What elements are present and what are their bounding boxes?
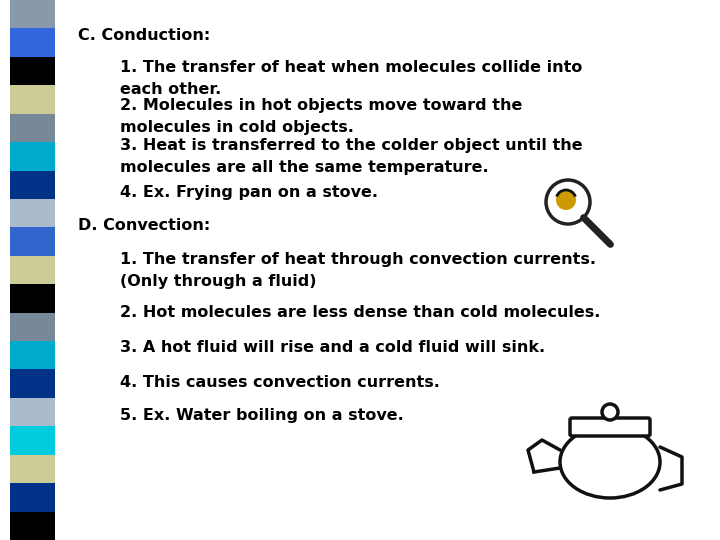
Text: molecules in cold objects.: molecules in cold objects.	[120, 120, 354, 135]
Bar	[10, 256, 55, 284]
FancyBboxPatch shape	[570, 418, 650, 436]
Text: 5. Ex. Water boiling on a stove.: 5. Ex. Water boiling on a stove.	[120, 408, 404, 423]
Bar	[10, 511, 55, 540]
Bar	[10, 313, 55, 341]
Text: 3. A hot fluid will rise and a cold fluid will sink.: 3. A hot fluid will rise and a cold flui…	[120, 340, 545, 355]
Text: molecules are all the same temperature.: molecules are all the same temperature.	[120, 160, 489, 175]
Bar	[10, 455, 55, 483]
Text: each other.: each other.	[120, 82, 221, 97]
Text: 4. Ex. Frying pan on a stove.: 4. Ex. Frying pan on a stove.	[120, 185, 378, 200]
Bar	[10, 85, 55, 114]
Bar	[10, 341, 55, 369]
Bar	[10, 57, 55, 85]
Ellipse shape	[560, 426, 660, 498]
Circle shape	[556, 190, 576, 210]
Text: 2. Hot molecules are less dense than cold molecules.: 2. Hot molecules are less dense than col…	[120, 305, 600, 320]
Bar	[10, 199, 55, 227]
Text: 4. This causes convection currents.: 4. This causes convection currents.	[120, 375, 440, 390]
Text: C. Conduction:: C. Conduction:	[78, 28, 210, 43]
Bar	[10, 284, 55, 313]
Text: (Only through a fluid): (Only through a fluid)	[120, 274, 317, 289]
Text: 3. Heat is transferred to the colder object until the: 3. Heat is transferred to the colder obj…	[120, 138, 582, 153]
Bar	[10, 171, 55, 199]
Bar	[10, 369, 55, 398]
Bar	[10, 29, 55, 57]
Bar	[10, 114, 55, 142]
Text: 2. Molecules in hot objects move toward the: 2. Molecules in hot objects move toward …	[120, 98, 523, 113]
Bar	[10, 142, 55, 171]
Bar	[10, 483, 55, 511]
Bar	[10, 0, 55, 29]
Bar	[10, 227, 55, 256]
Bar	[10, 398, 55, 426]
Bar	[10, 426, 55, 455]
Circle shape	[602, 404, 618, 420]
Text: 1. The transfer of heat when molecules collide into: 1. The transfer of heat when molecules c…	[120, 60, 582, 75]
Text: 1. The transfer of heat through convection currents.: 1. The transfer of heat through convecti…	[120, 252, 596, 267]
Text: D. Convection:: D. Convection:	[78, 218, 210, 233]
